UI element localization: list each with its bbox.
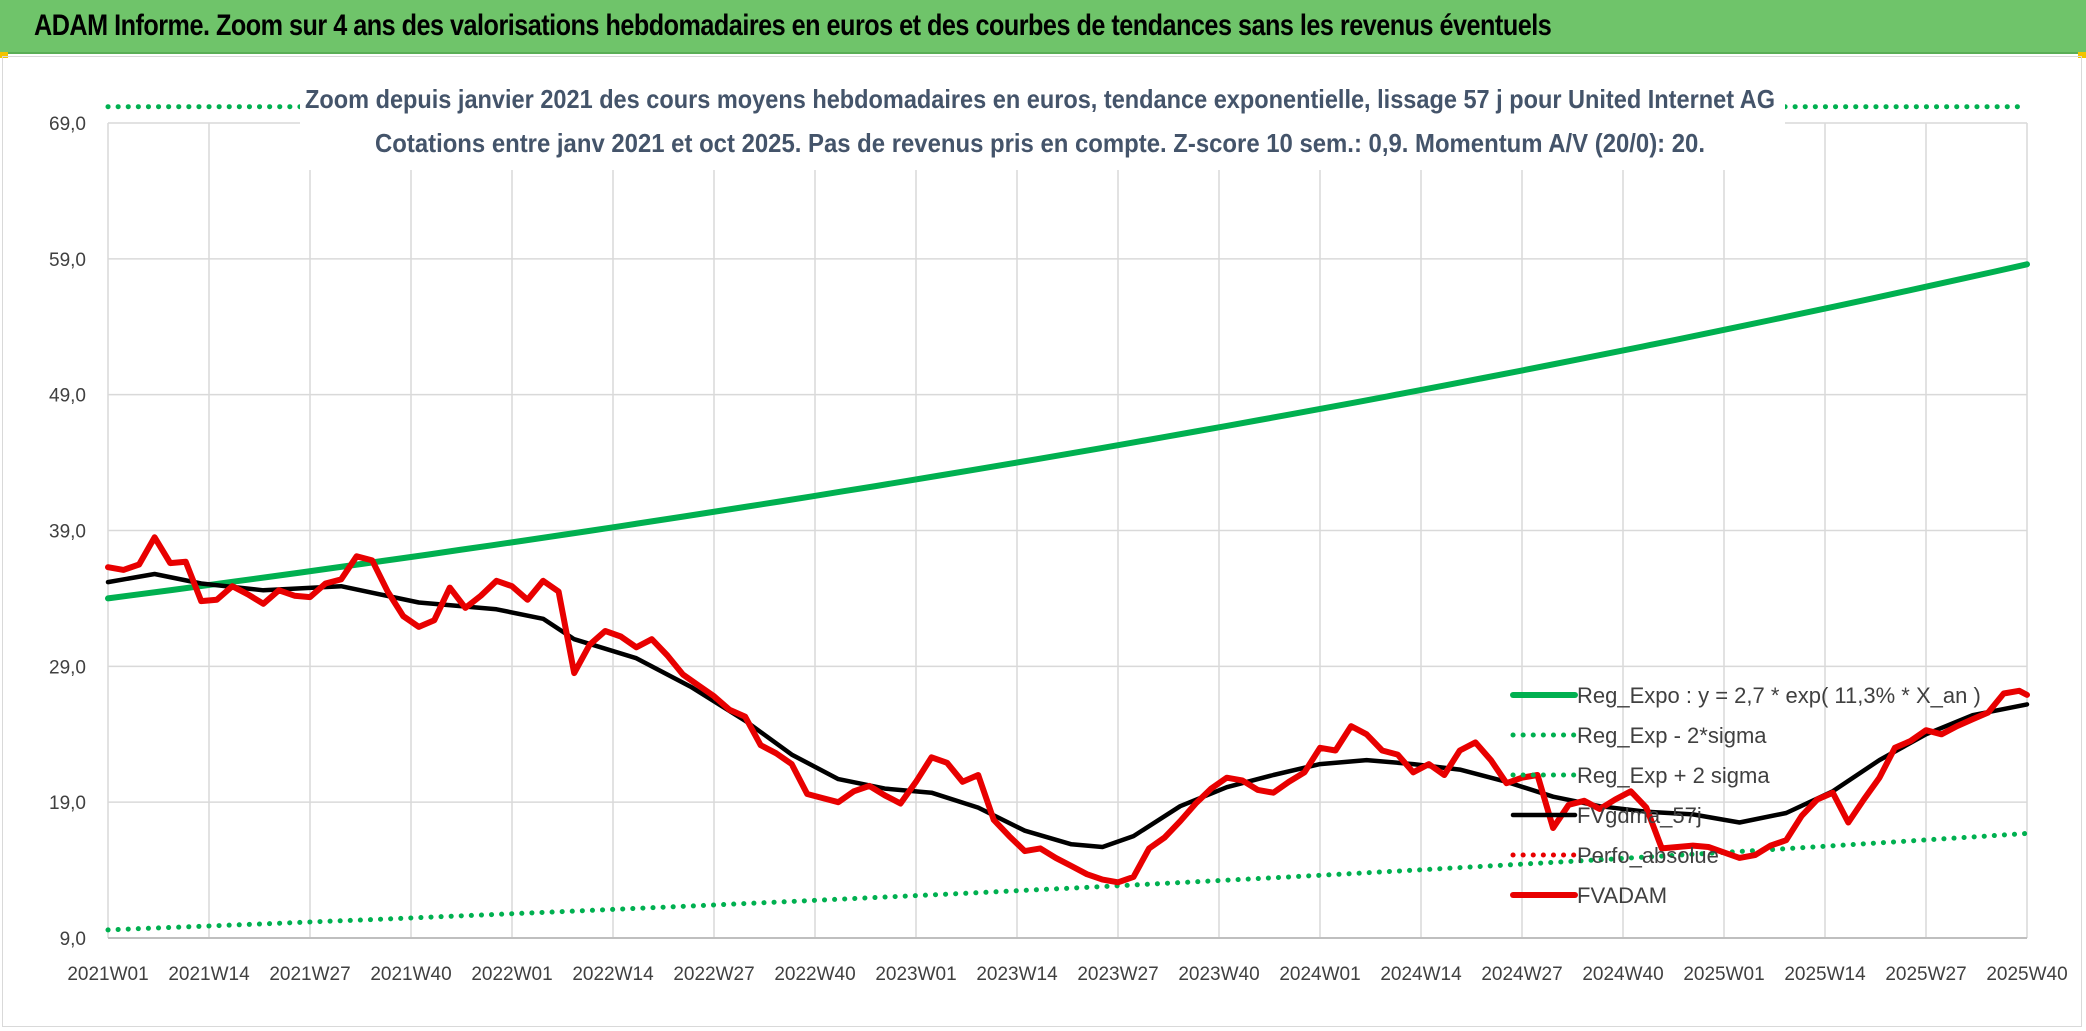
x-tick-label: 2022W14 bbox=[572, 964, 654, 985]
series-line-fvadam bbox=[105, 534, 2030, 886]
x-tick-label: 2023W40 bbox=[1178, 964, 1259, 985]
y-tick-label: 59,0 bbox=[49, 250, 86, 271]
x-tick-label: 2024W14 bbox=[1380, 964, 1462, 985]
x-tick-label: 2021W27 bbox=[269, 964, 350, 985]
header-corner-right bbox=[2078, 52, 2086, 58]
title-backdrop bbox=[300, 78, 1785, 170]
x-tick-label: 2024W27 bbox=[1481, 964, 1562, 985]
x-tick-label: 2021W14 bbox=[168, 964, 250, 985]
header-bar: ADAM Informe. Zoom sur 4 ans des valoris… bbox=[0, 0, 2086, 54]
x-tick-label: 2025W40 bbox=[1986, 964, 2067, 985]
series-line-fvgdma bbox=[105, 571, 2030, 850]
chart-titles: Zoom depuis janvier 2021 des cours moyen… bbox=[300, 78, 1785, 170]
x-tick-label: 2021W01 bbox=[67, 964, 148, 985]
series-line-reg-expo bbox=[105, 261, 2030, 602]
y-tick-label: 49,0 bbox=[49, 386, 86, 407]
legend-label-fvadam: FVADAM bbox=[1577, 883, 1667, 908]
y-tick-label: 9,0 bbox=[60, 929, 86, 950]
x-tick-label: 2024W01 bbox=[1279, 964, 1360, 985]
header-corner-left bbox=[0, 52, 8, 58]
series-line-reg-minus bbox=[105, 830, 2030, 933]
x-axis: 2021W01 2021W14 2021W27 2021W40 2022W01 2022W… bbox=[67, 937, 2068, 985]
x-tick-label: 2021W40 bbox=[370, 964, 451, 985]
y-tick-label: 19,0 bbox=[49, 793, 86, 814]
x-tick-label: 2023W27 bbox=[1077, 964, 1158, 985]
y-tick-label: 29,0 bbox=[49, 657, 86, 678]
legend-label-reg-plus: Reg_Exp + 2 sigma bbox=[1577, 763, 1770, 788]
x-tick-label: 2025W01 bbox=[1683, 964, 1764, 985]
y-tick-label: 39,0 bbox=[49, 522, 86, 543]
chart-frame bbox=[2, 56, 2082, 1027]
chart-subtitle: Cotations entre janv 2021 et oct 2025. P… bbox=[375, 128, 1705, 158]
x-tick-label: 2024W40 bbox=[1582, 964, 1663, 985]
x-tick-label: 2022W40 bbox=[774, 964, 855, 985]
y-axis: 69,0 59,0 49,0 39,0 29,0 19,0 9,0 bbox=[49, 114, 86, 950]
x-tick-label: 2022W27 bbox=[673, 964, 754, 985]
y-tick-label: 69,0 bbox=[49, 114, 86, 135]
series-layer bbox=[105, 104, 2030, 933]
chart-title: Zoom depuis janvier 2021 des cours moyen… bbox=[305, 84, 1775, 114]
x-tick-label: 2025W27 bbox=[1885, 964, 1966, 985]
legend-label-reg-expo: Reg_Expo : y = 2,7 * exp( 11,3% * X_an ) bbox=[1577, 683, 1981, 708]
report-title: ADAM Informe. Zoom sur 4 ans des valoris… bbox=[34, 9, 1552, 42]
x-tick-label: 2023W14 bbox=[976, 964, 1058, 985]
legend-label-perfo: Perfo_absolue bbox=[1577, 843, 1719, 868]
x-tick-label: 2022W01 bbox=[471, 964, 552, 985]
legend: Reg_Expo : y = 2,7 * exp( 11,3% * X_an )… bbox=[1510, 683, 1981, 908]
grid bbox=[107, 122, 2028, 939]
legend-label-fvgdma: FVgdma_57j bbox=[1577, 803, 1702, 828]
x-tick-label: 2025W14 bbox=[1784, 964, 1866, 985]
legend-label-reg-minus: Reg_Exp - 2*sigma bbox=[1577, 723, 1767, 748]
x-tick-label: 2023W01 bbox=[875, 964, 956, 985]
